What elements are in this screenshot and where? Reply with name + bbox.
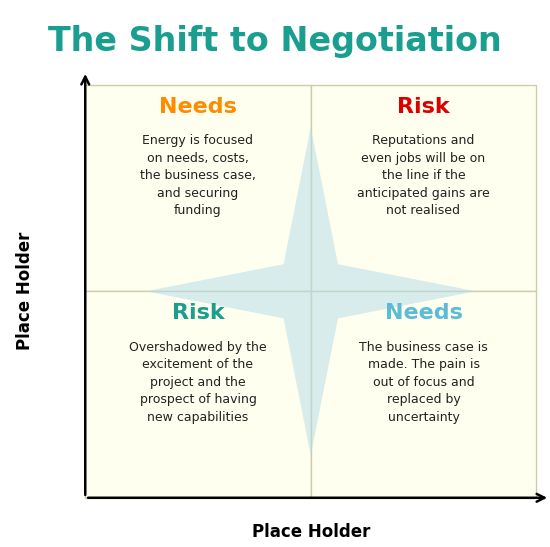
Text: Needs: Needs bbox=[384, 304, 463, 323]
Text: Place Holder: Place Holder bbox=[16, 232, 34, 351]
Bar bbox=[85, 292, 311, 498]
Text: Risk: Risk bbox=[172, 304, 224, 323]
Polygon shape bbox=[146, 127, 476, 455]
Text: Reputations and
even jobs will be on
the line if the
anticipated gains are
not r: Reputations and even jobs will be on the… bbox=[357, 134, 490, 217]
Bar bbox=[85, 85, 311, 291]
Text: Risk: Risk bbox=[397, 97, 450, 117]
Text: Place Holder: Place Holder bbox=[251, 523, 370, 540]
Text: The business case is
made. The pain is
out of focus and
replaced by
uncertainty: The business case is made. The pain is o… bbox=[359, 340, 488, 423]
Text: Needs: Needs bbox=[159, 97, 237, 117]
Text: Overshadowed by the
excitement of the
project and the
prospect of having
new cap: Overshadowed by the excitement of the pr… bbox=[129, 340, 267, 423]
Bar bbox=[311, 85, 536, 291]
Text: Energy is focused
on needs, costs,
the business case,
and securing
funding: Energy is focused on needs, costs, the b… bbox=[140, 134, 256, 217]
Bar bbox=[311, 292, 536, 498]
Text: The Shift to Negotiation: The Shift to Negotiation bbox=[48, 25, 502, 57]
